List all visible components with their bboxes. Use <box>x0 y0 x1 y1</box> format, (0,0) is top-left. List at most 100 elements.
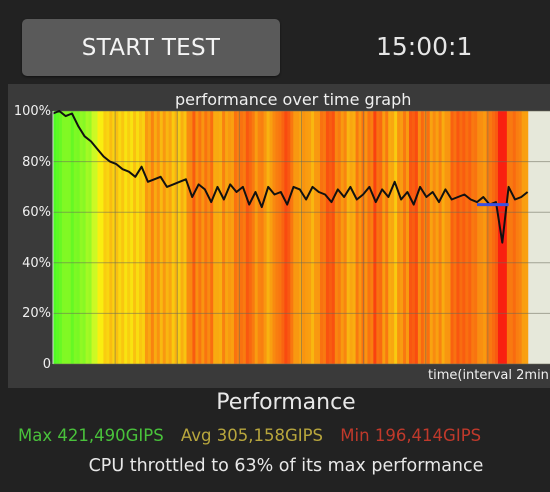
heat-bar <box>468 111 472 364</box>
heat-bar <box>118 111 122 364</box>
heat-bar <box>159 111 164 364</box>
heat-bar <box>88 111 93 364</box>
heat-bar <box>150 111 155 364</box>
start-test-button[interactable]: START TEST <box>22 19 280 76</box>
heat-bar <box>180 111 185 364</box>
heat-bar <box>61 111 66 364</box>
heat-bar <box>515 111 520 364</box>
heat-bar <box>230 111 235 364</box>
heat-bar <box>162 111 167 364</box>
heat-bar <box>432 111 437 364</box>
min-stat: Min 196,414GIPS <box>340 426 482 445</box>
heat-bar <box>322 111 327 364</box>
heat-bar <box>349 111 354 364</box>
heat-bar <box>420 111 425 364</box>
performance-stats: Max 421,490GIPS Avg 305,158GIPS Min 196,… <box>18 426 481 445</box>
heat-bar <box>147 111 152 364</box>
heat-bar <box>406 111 410 364</box>
heat-bar <box>495 111 499 364</box>
heat-bar <box>319 111 324 364</box>
heat-bar <box>518 111 523 364</box>
heat-bar <box>403 111 407 364</box>
heat-bar <box>397 111 401 364</box>
heat-bar <box>400 111 404 364</box>
heat-bar <box>521 111 526 364</box>
heat-bar <box>156 111 161 364</box>
heat-bar <box>165 111 170 364</box>
heat-bar <box>509 111 514 364</box>
heat-bar <box>278 111 283 364</box>
y-tick-label: 60% <box>22 205 51 220</box>
heat-bar <box>225 111 229 364</box>
y-tick-label: 20% <box>22 306 51 321</box>
heat-bar <box>382 111 386 364</box>
heat-bar <box>121 111 125 364</box>
heat-bar <box>213 111 217 364</box>
heat-bar <box>109 111 113 364</box>
heat-bar <box>308 111 312 364</box>
heat-bar <box>239 111 244 364</box>
heat-bar <box>189 111 194 364</box>
performance-line <box>52 110 529 244</box>
heat-bar <box>139 111 143 364</box>
heat-bar <box>79 111 84 364</box>
heat-bar <box>210 111 214 364</box>
heat-bar <box>444 111 449 364</box>
heat-bar <box>153 111 158 364</box>
heat-bar <box>337 111 342 364</box>
heat-bar <box>281 111 285 364</box>
heat-bar <box>497 111 502 364</box>
x-axis-label: time(interval 2min) <box>428 368 550 383</box>
heat-bar <box>82 111 87 364</box>
heat-bar <box>85 111 90 364</box>
heat-bar <box>459 111 463 364</box>
heat-bar <box>426 111 431 364</box>
heat-bar <box>245 111 250 364</box>
heat-bar <box>334 111 339 364</box>
heat-bar <box>236 111 241 364</box>
heat-bar <box>477 111 481 364</box>
max-stat: Max 421,490GIPS <box>18 426 164 445</box>
heat-bar <box>254 111 259 364</box>
heat-bar <box>379 111 383 364</box>
heat-bar <box>373 111 377 364</box>
heat-bar <box>251 111 256 364</box>
heat-bar <box>394 111 398 364</box>
heat-bar <box>55 111 60 364</box>
heat-bar <box>112 111 116 364</box>
heat-bar <box>115 111 119 364</box>
heat-bar <box>103 111 107 364</box>
heat-bar <box>100 111 105 364</box>
heat-bar <box>97 111 102 364</box>
heat-bar <box>311 111 315 364</box>
heat-bar <box>414 111 419 364</box>
heat-bar <box>340 111 345 364</box>
heat-bar <box>219 111 223 364</box>
heat-bar <box>388 111 392 364</box>
heat-bar <box>376 111 380 364</box>
heat-bar <box>136 111 140 364</box>
heat-bar <box>275 111 280 364</box>
heat-bar <box>429 111 434 364</box>
start-test-label: START TEST <box>81 34 221 61</box>
heat-bar <box>489 111 493 364</box>
heat-bar <box>127 111 131 364</box>
heat-bar <box>257 111 262 364</box>
heat-bar <box>204 111 208 364</box>
heat-bar <box>207 111 211 364</box>
heat-bar <box>263 111 268 364</box>
heat-bar <box>465 111 469 364</box>
heat-bar <box>287 111 291 364</box>
heat-bar <box>266 111 271 364</box>
avg-stat: Avg 305,158GIPS <box>180 426 324 445</box>
heat-bar <box>483 111 487 364</box>
heat-bar <box>272 111 277 364</box>
performance-graph <box>52 110 550 365</box>
heat-bar <box>385 111 389 364</box>
heat-bar <box>293 111 297 364</box>
heat-bar <box>242 111 247 364</box>
heat-bar <box>492 111 496 364</box>
heat-bar <box>58 111 63 364</box>
heat-bar <box>331 111 336 364</box>
